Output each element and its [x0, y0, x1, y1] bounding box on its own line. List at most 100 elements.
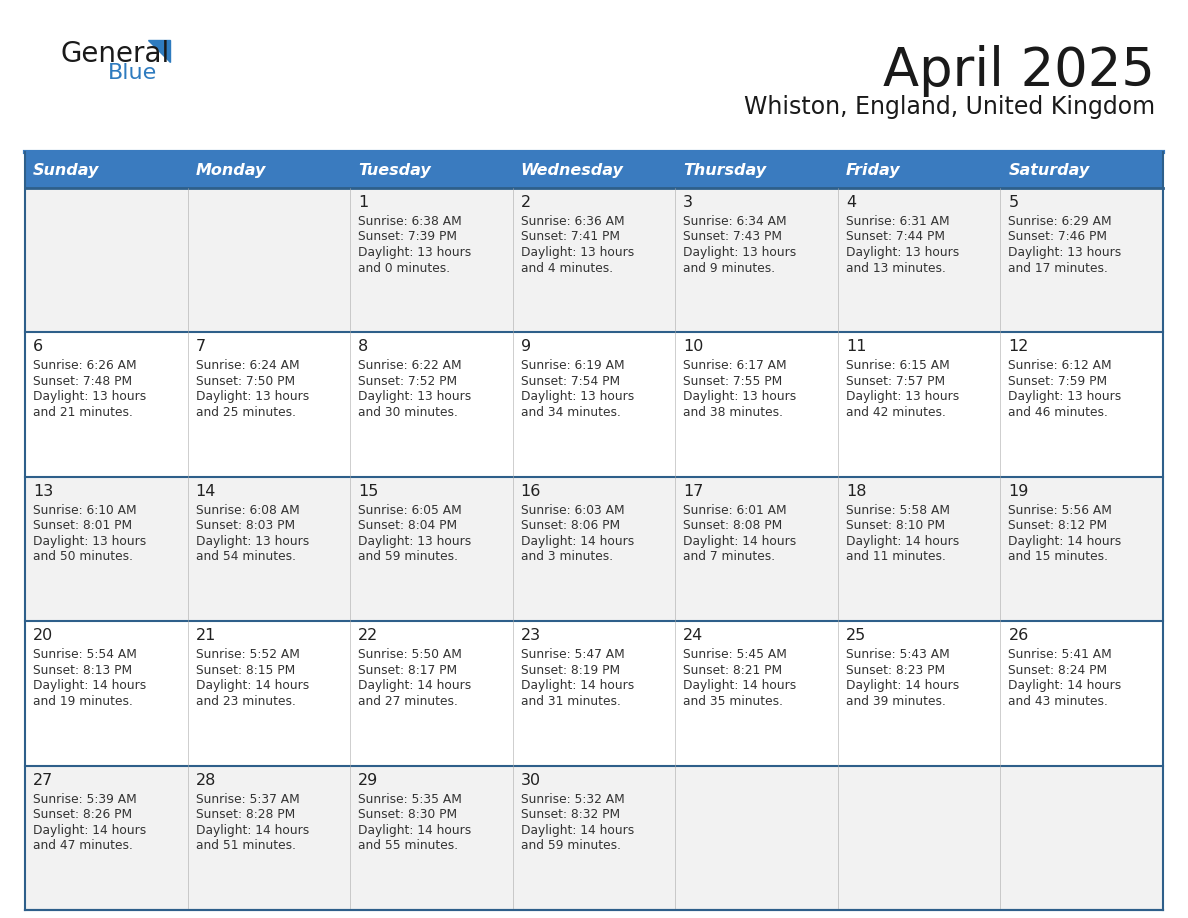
- Bar: [350, 152, 513, 188]
- Text: and 3 minutes.: and 3 minutes.: [520, 550, 613, 564]
- Text: Sunset: 8:21 PM: Sunset: 8:21 PM: [683, 664, 783, 677]
- Text: Sunrise: 6:05 AM: Sunrise: 6:05 AM: [358, 504, 462, 517]
- Text: Sunrise: 6:22 AM: Sunrise: 6:22 AM: [358, 360, 462, 373]
- Text: Daylight: 14 hours: Daylight: 14 hours: [683, 535, 796, 548]
- Bar: [675, 476, 838, 621]
- Text: 3: 3: [683, 195, 694, 210]
- Text: 22: 22: [358, 628, 379, 644]
- Text: Sunset: 8:32 PM: Sunset: 8:32 PM: [520, 808, 620, 821]
- Text: Sunset: 8:23 PM: Sunset: 8:23 PM: [846, 664, 944, 677]
- Text: Daylight: 13 hours: Daylight: 13 hours: [846, 390, 959, 403]
- Text: 14: 14: [196, 484, 216, 498]
- Text: Daylight: 13 hours: Daylight: 13 hours: [33, 535, 146, 548]
- Text: and 19 minutes.: and 19 minutes.: [33, 695, 133, 708]
- Text: Daylight: 13 hours: Daylight: 13 hours: [1009, 246, 1121, 259]
- Bar: [675, 188, 838, 332]
- Text: 12: 12: [1009, 340, 1029, 354]
- Bar: [513, 332, 675, 476]
- Text: 26: 26: [1009, 628, 1029, 644]
- Text: Friday: Friday: [846, 162, 901, 177]
- Text: and 59 minutes.: and 59 minutes.: [358, 550, 459, 564]
- Text: 30: 30: [520, 773, 541, 788]
- Text: Sunrise: 5:52 AM: Sunrise: 5:52 AM: [196, 648, 299, 661]
- Text: General: General: [61, 40, 169, 68]
- Bar: [838, 152, 1000, 188]
- Bar: [188, 152, 350, 188]
- Text: Sunrise: 6:24 AM: Sunrise: 6:24 AM: [196, 360, 299, 373]
- Text: 16: 16: [520, 484, 541, 498]
- Text: Sunset: 7:55 PM: Sunset: 7:55 PM: [683, 375, 783, 388]
- Text: Sunset: 8:04 PM: Sunset: 8:04 PM: [358, 520, 457, 532]
- Text: 21: 21: [196, 628, 216, 644]
- Bar: [675, 766, 838, 910]
- Bar: [188, 621, 350, 766]
- Text: Daylight: 14 hours: Daylight: 14 hours: [846, 679, 959, 692]
- Text: 9: 9: [520, 340, 531, 354]
- Text: Daylight: 13 hours: Daylight: 13 hours: [196, 390, 309, 403]
- Bar: [1000, 332, 1163, 476]
- Text: 27: 27: [33, 773, 53, 788]
- Text: Sunrise: 5:43 AM: Sunrise: 5:43 AM: [846, 648, 949, 661]
- Text: Daylight: 14 hours: Daylight: 14 hours: [196, 823, 309, 836]
- Text: and 42 minutes.: and 42 minutes.: [846, 406, 946, 419]
- Text: Sunrise: 5:54 AM: Sunrise: 5:54 AM: [33, 648, 137, 661]
- Text: and 21 minutes.: and 21 minutes.: [33, 406, 133, 419]
- Text: Sunset: 7:50 PM: Sunset: 7:50 PM: [196, 375, 295, 388]
- Text: Sunrise: 6:10 AM: Sunrise: 6:10 AM: [33, 504, 137, 517]
- Text: Daylight: 13 hours: Daylight: 13 hours: [1009, 390, 1121, 403]
- Text: and 38 minutes.: and 38 minutes.: [683, 406, 783, 419]
- Text: Sunset: 8:30 PM: Sunset: 8:30 PM: [358, 808, 457, 821]
- Text: Sunrise: 5:56 AM: Sunrise: 5:56 AM: [1009, 504, 1112, 517]
- Text: and 46 minutes.: and 46 minutes.: [1009, 406, 1108, 419]
- Text: 23: 23: [520, 628, 541, 644]
- Text: Daylight: 14 hours: Daylight: 14 hours: [33, 823, 146, 836]
- Text: Daylight: 14 hours: Daylight: 14 hours: [846, 535, 959, 548]
- Bar: [838, 766, 1000, 910]
- Text: Sunset: 8:08 PM: Sunset: 8:08 PM: [683, 520, 783, 532]
- Text: and 43 minutes.: and 43 minutes.: [1009, 695, 1108, 708]
- Text: Sunrise: 5:37 AM: Sunrise: 5:37 AM: [196, 792, 299, 806]
- Text: Sunrise: 5:50 AM: Sunrise: 5:50 AM: [358, 648, 462, 661]
- Text: and 7 minutes.: and 7 minutes.: [683, 550, 776, 564]
- Text: 24: 24: [683, 628, 703, 644]
- Text: 29: 29: [358, 773, 379, 788]
- Text: Sunrise: 5:58 AM: Sunrise: 5:58 AM: [846, 504, 950, 517]
- Bar: [25, 476, 188, 621]
- Text: Sunrise: 6:15 AM: Sunrise: 6:15 AM: [846, 360, 949, 373]
- Text: Whiston, England, United Kingdom: Whiston, England, United Kingdom: [744, 95, 1155, 119]
- Text: Sunrise: 6:29 AM: Sunrise: 6:29 AM: [1009, 215, 1112, 228]
- Text: and 39 minutes.: and 39 minutes.: [846, 695, 946, 708]
- Text: Sunrise: 6:08 AM: Sunrise: 6:08 AM: [196, 504, 299, 517]
- Text: Sunset: 7:41 PM: Sunset: 7:41 PM: [520, 230, 620, 243]
- Text: Daylight: 13 hours: Daylight: 13 hours: [683, 390, 796, 403]
- Text: Sunset: 8:24 PM: Sunset: 8:24 PM: [1009, 664, 1107, 677]
- Text: Daylight: 13 hours: Daylight: 13 hours: [520, 246, 634, 259]
- Text: Daylight: 14 hours: Daylight: 14 hours: [1009, 679, 1121, 692]
- Bar: [1000, 476, 1163, 621]
- Bar: [188, 766, 350, 910]
- Text: 15: 15: [358, 484, 379, 498]
- Text: Daylight: 14 hours: Daylight: 14 hours: [520, 823, 634, 836]
- Text: and 51 minutes.: and 51 minutes.: [196, 839, 296, 852]
- Bar: [513, 188, 675, 332]
- Text: 11: 11: [846, 340, 866, 354]
- Text: Sunset: 8:13 PM: Sunset: 8:13 PM: [33, 664, 132, 677]
- Text: 4: 4: [846, 195, 857, 210]
- Polygon shape: [148, 40, 170, 62]
- Text: and 13 minutes.: and 13 minutes.: [846, 262, 946, 274]
- Text: and 31 minutes.: and 31 minutes.: [520, 695, 620, 708]
- Text: Sunset: 8:01 PM: Sunset: 8:01 PM: [33, 520, 132, 532]
- Text: Sunrise: 5:41 AM: Sunrise: 5:41 AM: [1009, 648, 1112, 661]
- Text: and 25 minutes.: and 25 minutes.: [196, 406, 296, 419]
- Text: Daylight: 13 hours: Daylight: 13 hours: [683, 246, 796, 259]
- Text: 19: 19: [1009, 484, 1029, 498]
- Bar: [350, 332, 513, 476]
- Text: Sunset: 8:15 PM: Sunset: 8:15 PM: [196, 664, 295, 677]
- Bar: [25, 188, 188, 332]
- Text: 25: 25: [846, 628, 866, 644]
- Text: Daylight: 14 hours: Daylight: 14 hours: [520, 679, 634, 692]
- Text: Daylight: 14 hours: Daylight: 14 hours: [196, 679, 309, 692]
- Text: Daylight: 14 hours: Daylight: 14 hours: [33, 679, 146, 692]
- Bar: [25, 152, 188, 188]
- Text: 17: 17: [683, 484, 703, 498]
